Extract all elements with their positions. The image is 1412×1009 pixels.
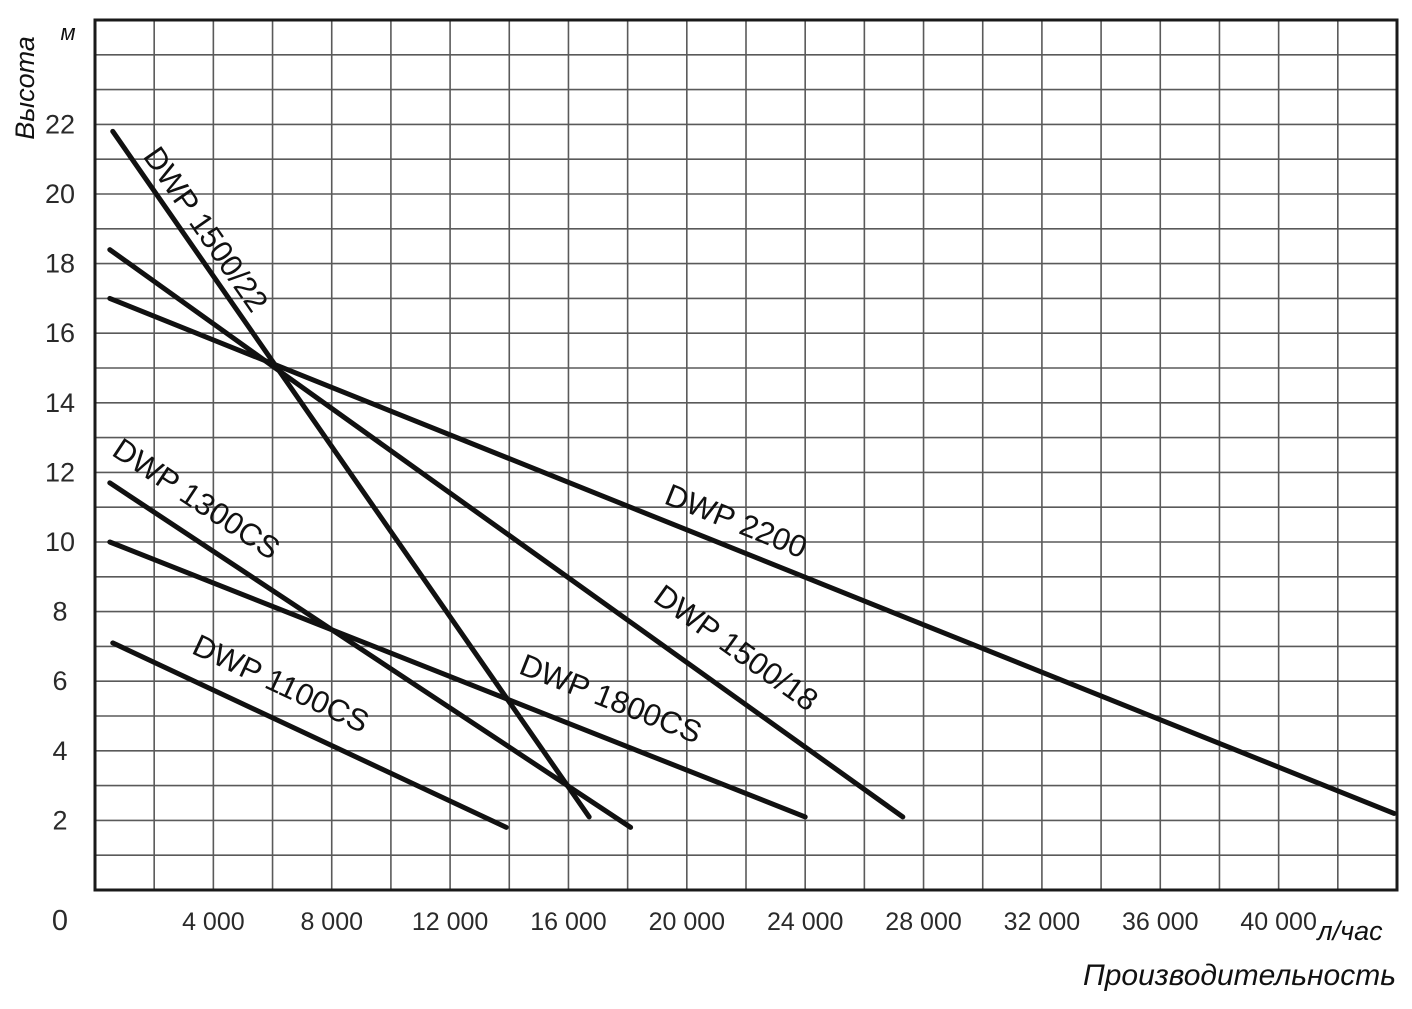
y-tick-label: 8 [52,597,67,627]
series-line [107,480,634,830]
origin-label: 0 [52,905,68,937]
x-axis-title: Производительность [1083,959,1396,992]
series-line [107,247,906,820]
x-tick-label: 28 000 [885,908,961,936]
y-tick-label: 22 [45,109,75,139]
y-tick-label: 16 [45,318,75,348]
series-line [110,640,509,830]
y-tick-label: 4 [52,736,67,766]
series-line [107,539,808,820]
y-tick-label: 18 [45,249,75,279]
x-axis-unit: л/час [1315,916,1383,946]
x-tick-label: 4 000 [182,908,245,936]
y-tick-label: 6 [52,666,67,696]
y-tick-label: 12 [45,457,75,487]
x-tick-labels: 4 000 8 000 12 000 16 000 20 000 24 000 28 000… [182,908,1317,936]
x-tick-label: 8 000 [300,908,363,936]
plot-frame [93,18,1399,892]
grid [95,20,1397,890]
y-tick-label: 14 [45,388,75,418]
y-tick-label: 20 [45,179,75,209]
series-line [107,295,1397,816]
series-lines [107,128,1397,830]
y-axis-unit: м [60,20,75,45]
y-tick-label: 2 [52,805,67,835]
series-label: DWP 1800CS [515,647,707,750]
y-tick-label: 10 [45,527,75,557]
x-tick-label: 20 000 [649,908,725,936]
x-tick-label: 36 000 [1122,908,1198,936]
x-tick-label: 16 000 [530,908,606,936]
x-tick-label: 32 000 [1004,908,1080,936]
y-tick-labels: 2 4 6 8 10 12 14 16 18 20 22 [45,109,75,835]
x-tick-label: 40 000 [1240,908,1316,936]
y-axis-title: Высота [10,36,40,140]
x-tick-label: 24 000 [767,908,843,936]
x-tick-label: 12 000 [412,908,488,936]
